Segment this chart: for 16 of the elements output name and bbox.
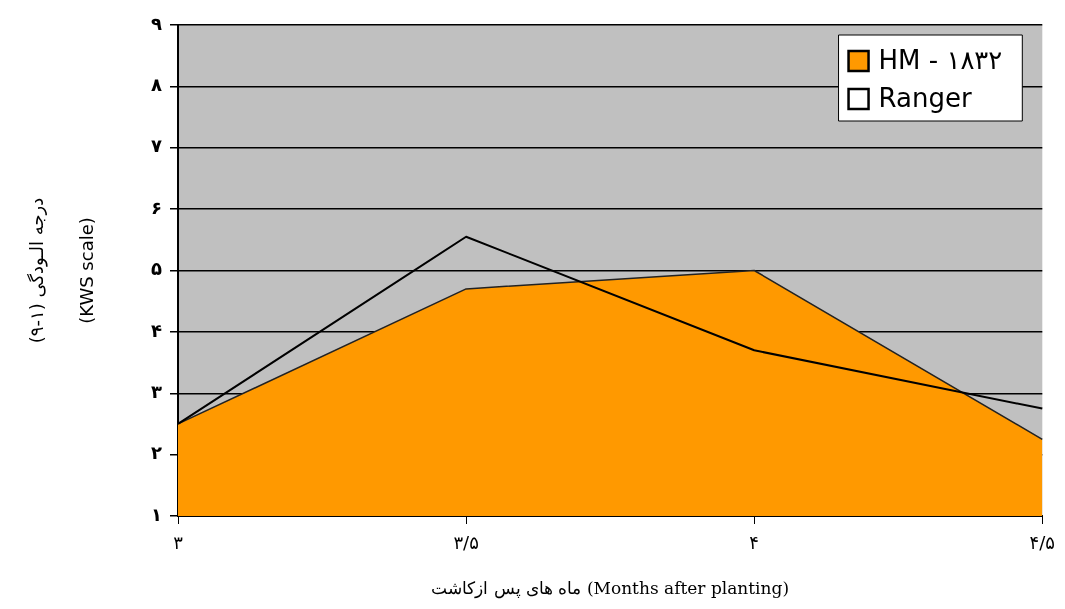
y-tick-label: ۴ xyxy=(151,319,162,341)
x-tick-label: ۴ xyxy=(749,532,760,554)
legend-label: Ranger xyxy=(878,82,972,113)
y-tick-label: ۷ xyxy=(151,135,162,157)
y-tick-label: ۳ xyxy=(151,380,162,402)
y-tick-label: ۹ xyxy=(151,12,162,34)
y-tick-label: ۵ xyxy=(151,258,162,280)
x-tick-label: ۳/۵ xyxy=(453,532,479,554)
y-tick-label: ۸ xyxy=(151,74,162,96)
y-tick-label: ۱ xyxy=(151,503,162,525)
x-axis-title: ماه های پس ازکاشت (Months after planting) xyxy=(431,578,790,600)
x-tick-label: ۳ xyxy=(173,532,184,554)
y-tick-label: ۲ xyxy=(151,442,162,464)
legend-label: HM - ۱۸۳۲ xyxy=(878,44,1003,75)
y-tick-label: ۶ xyxy=(151,196,162,218)
x-tick-label: ۴/۵ xyxy=(1029,532,1055,554)
